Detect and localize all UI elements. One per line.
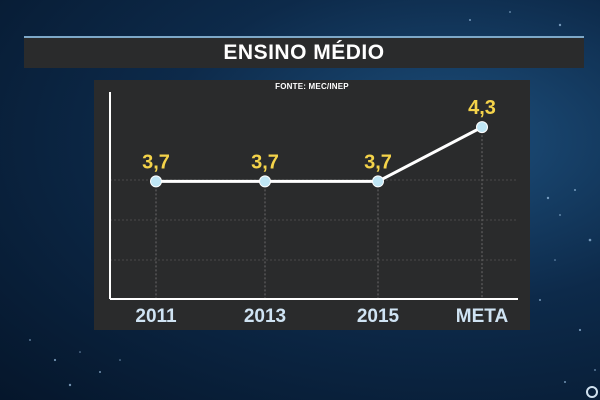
x-tick-label-1: 2013 [244,306,286,327]
data-label-0: 3,7 [142,151,170,173]
chart-title: ENSINO MÉDIO [223,41,385,64]
x-tick-label-0: 2011 [135,306,177,327]
line-chart: 3,7 2011 3,7 2013 3,7 2015 4,3 META [109,92,518,327]
data-label-1: 3,7 [251,151,279,173]
broadcaster-logo-icon [586,386,598,398]
data-label-2: 3,7 [364,151,392,173]
data-point-2 [372,175,384,188]
series-line [156,125,483,183]
data-point-0 [150,175,162,188]
title-bar: ENSINO MÉDIO [24,36,584,68]
x-tick-label-3: META [456,306,509,327]
source-label: FONTE: MEC/INEP [275,82,349,91]
chart-panel: 3,7 2011 3,7 2013 3,7 2015 4,3 META FONTE: MEC/… [94,80,530,330]
data-point-3 [476,121,488,134]
data-label-3: 4,3 [468,97,496,119]
x-tick-label-2: 2015 [357,306,400,327]
data-point-1 [259,175,271,188]
